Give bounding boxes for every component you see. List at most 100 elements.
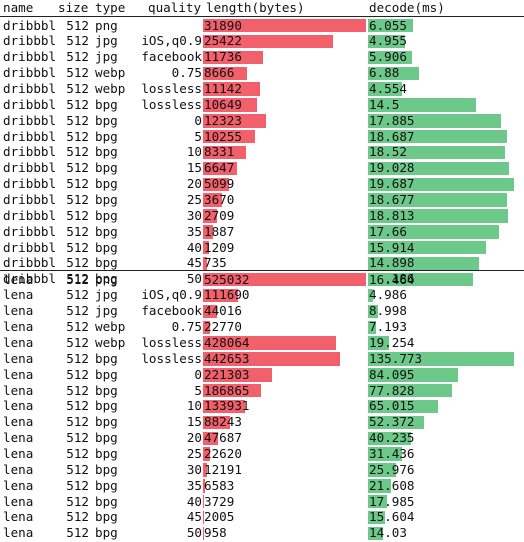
name-cell: lena xyxy=(3,461,34,477)
size-cell: 512 xyxy=(66,223,89,239)
name-cell: lena xyxy=(3,430,34,446)
length-bar xyxy=(203,273,366,287)
quality-cell: lossless xyxy=(141,80,202,96)
quality-cell: 0.75 xyxy=(171,65,202,81)
length-bar xyxy=(203,130,256,144)
quality-cell: 0.75 xyxy=(171,319,202,335)
size-cell: 512 xyxy=(66,287,89,303)
header-type: type xyxy=(95,0,126,15)
table-row: lena 512 bpg 25 22620 31.436 xyxy=(0,446,524,462)
length-value: 6583 xyxy=(204,477,235,493)
table-row: dribbbl512bpg5049014.186 xyxy=(0,271,524,287)
decode-bar xyxy=(368,415,425,430)
size-cell: 512 xyxy=(66,382,89,398)
length-value: 3670 xyxy=(204,191,235,207)
length-bar xyxy=(203,415,231,430)
table-row: lena 512 bpg lossless 442653 135.773 xyxy=(0,351,524,367)
type-cell: bpg xyxy=(95,366,118,382)
name-cell: dribbbl xyxy=(3,17,57,33)
length-value: 11142 xyxy=(204,80,242,96)
header-quality: quality xyxy=(148,0,202,15)
table-row: dribbbl 512 jpg iOS,q0.9 25422 4.955 xyxy=(0,33,524,49)
type-cell: bpg xyxy=(95,493,118,509)
size-cell: 512 xyxy=(66,112,89,128)
name-cell: lena xyxy=(3,319,34,335)
size-cell: 512 xyxy=(66,445,89,461)
quality-cell: facebook xyxy=(141,303,202,319)
length-bar xyxy=(203,225,213,239)
quality-cell: 30 xyxy=(186,207,202,223)
name-cell: lena xyxy=(3,414,34,430)
quality-cell: 30 xyxy=(186,461,202,477)
length-value: 525032 xyxy=(204,271,250,287)
size-cell: 512 xyxy=(66,303,89,319)
length-value: 22620 xyxy=(204,445,242,461)
table-row: dribbbl 512 bpg 10 8331 18.52 xyxy=(0,144,524,160)
size-cell: 512 xyxy=(66,334,89,350)
quality-cell: 10 xyxy=(186,144,202,160)
header-name: name xyxy=(3,0,34,15)
size-cell: 512 xyxy=(66,239,89,255)
name-cell: lena xyxy=(3,303,34,319)
type-cell: bpg xyxy=(95,207,118,223)
decode-value: 135.773 xyxy=(369,350,423,366)
size-cell: 512 xyxy=(66,176,89,192)
decode-bar xyxy=(368,320,376,334)
table-row: dribbbl 512 bpg lossless 10649 14.5 xyxy=(0,97,524,113)
table-row: lena 512 jpg iOS,q0.9 111690 4.986 xyxy=(0,287,524,303)
table-row: dribbbl 512 bpg 20 5099 19.687 xyxy=(0,176,524,192)
quality-cell: facebook xyxy=(141,49,202,65)
decode-value: 14.5 xyxy=(369,96,400,112)
length-bar xyxy=(203,50,263,65)
size-cell: 512 xyxy=(66,350,89,366)
type-cell: bpg xyxy=(95,430,118,446)
size-cell: 512 xyxy=(66,271,89,287)
name-cell: dribbbl xyxy=(3,176,57,192)
type-cell: jpg xyxy=(95,49,118,65)
name-cell: lena xyxy=(3,493,34,509)
quality-cell: 10 xyxy=(186,398,202,414)
length-value: 186865 xyxy=(204,382,250,398)
length-bar xyxy=(203,368,272,382)
decode-bar xyxy=(368,273,386,287)
length-bar xyxy=(203,19,366,33)
type-cell: bpg xyxy=(95,414,118,430)
size-cell: 512 xyxy=(66,509,89,525)
length-value: 735 xyxy=(204,255,227,271)
type-cell: bpg xyxy=(95,525,118,541)
length-value: 10649 xyxy=(204,96,242,112)
size-cell: 512 xyxy=(66,49,89,65)
type-cell: bpg xyxy=(95,350,118,366)
quality-cell: lossless xyxy=(141,334,202,350)
table-row: dribbbl 512 webp 0.75 8666 6.88 xyxy=(0,65,524,81)
length-value: 2709 xyxy=(204,207,235,223)
size-cell: 512 xyxy=(66,398,89,414)
type-cell: bpg xyxy=(95,191,118,207)
table-row: lena 512 bpg 20 47687 40.235 xyxy=(0,430,524,446)
type-cell: bpg xyxy=(95,176,118,192)
size-cell: 512 xyxy=(66,17,89,33)
decode-value: 14.03 xyxy=(369,525,407,541)
name-cell: lena xyxy=(3,477,34,493)
header-decode: decode(ms) xyxy=(369,0,445,15)
quality-cell: 25 xyxy=(186,191,202,207)
name-cell: dribbbl xyxy=(3,223,57,239)
length-value: 31890 xyxy=(204,17,242,33)
name-cell: dribbbl xyxy=(3,49,57,65)
type-cell: bpg xyxy=(95,445,118,461)
table-row: lena 512 webp 0.75 22770 7.193 xyxy=(0,319,524,335)
length-value: 2005 xyxy=(204,509,235,525)
type-cell: webp xyxy=(95,80,126,96)
quality-cell: lossless xyxy=(141,350,202,366)
table-row: dribbbl 512 bpg 25 3670 18.677 xyxy=(0,192,524,208)
header-row: name size type quality length(bytes) dec… xyxy=(0,0,524,16)
size-cell: 512 xyxy=(66,160,89,176)
length-value: 5099 xyxy=(204,176,235,192)
quality-cell: 5 xyxy=(194,128,202,144)
length-value: 47687 xyxy=(204,430,242,446)
size-cell: 512 xyxy=(66,477,89,493)
length-bar xyxy=(203,34,333,49)
table-row: lena 512 bpg 45 2005 15.604 xyxy=(0,509,524,525)
decode-bar xyxy=(368,34,405,49)
decode-value: 8.998 xyxy=(369,303,407,319)
